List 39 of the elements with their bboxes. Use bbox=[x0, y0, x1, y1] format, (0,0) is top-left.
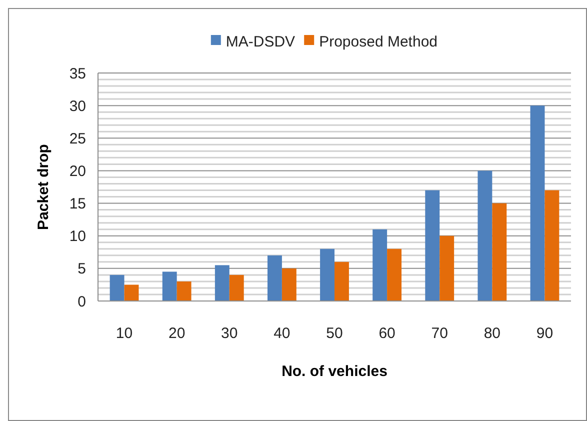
x-tick-label: 50 bbox=[326, 325, 343, 342]
bar bbox=[229, 274, 244, 301]
y-tick-label: 5 bbox=[78, 260, 86, 278]
bar bbox=[214, 265, 230, 301]
y-tick-label: 25 bbox=[69, 130, 86, 148]
bar bbox=[124, 284, 139, 301]
bar bbox=[425, 190, 440, 301]
x-tick-label: 90 bbox=[536, 325, 554, 342]
bar bbox=[492, 203, 507, 301]
bar bbox=[478, 170, 492, 301]
bar bbox=[334, 262, 349, 301]
y-tick-label: 15 bbox=[69, 196, 86, 213]
x-tick-label: 70 bbox=[431, 325, 448, 342]
bar bbox=[162, 272, 177, 301]
x-tick-label: 60 bbox=[378, 325, 396, 342]
x-tick-label: 80 bbox=[484, 325, 501, 342]
y-tick-label: 20 bbox=[69, 162, 86, 180]
y-tick-label: 0 bbox=[78, 293, 86, 310]
bar bbox=[110, 274, 124, 301]
bar bbox=[176, 281, 192, 301]
bar bbox=[440, 236, 454, 301]
bar bbox=[387, 248, 402, 301]
x-tick-label: 10 bbox=[116, 325, 133, 342]
y-tick-label: 35 bbox=[69, 65, 86, 82]
bar bbox=[372, 229, 388, 301]
x-tick-label: 40 bbox=[274, 325, 290, 342]
bar bbox=[544, 190, 560, 301]
legend-label: Proposed Method bbox=[319, 33, 438, 50]
legend-label: MA-DSDV bbox=[226, 33, 296, 50]
x-tick-label: 30 bbox=[221, 325, 238, 342]
x-tick-label: 20 bbox=[168, 325, 186, 342]
y-axis-title: Packet drop bbox=[35, 144, 52, 230]
y-tick-label: 30 bbox=[69, 98, 86, 115]
y-tick-label: 10 bbox=[69, 228, 86, 246]
bar bbox=[282, 268, 296, 301]
x-axis-title: No. of vehicles bbox=[282, 363, 388, 380]
bar bbox=[267, 255, 282, 301]
bar bbox=[320, 248, 334, 301]
bar bbox=[530, 106, 545, 301]
